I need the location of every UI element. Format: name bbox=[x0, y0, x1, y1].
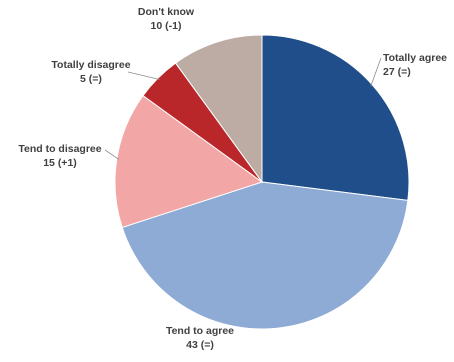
label-totally-agree-name: Totally agree bbox=[383, 52, 447, 64]
pie-slice-don-t-know bbox=[174, 34, 263, 184]
pie-slice-tend-to-disagree bbox=[114, 94, 264, 229]
label-tend-to-agree-name: Tend to agree bbox=[166, 325, 234, 337]
label-tend-to-agree-value: 43 (=) bbox=[186, 339, 214, 351]
pie-slice-totally-agree bbox=[261, 34, 410, 201]
pie-slices bbox=[114, 34, 410, 330]
leader-line-totally-agree bbox=[370, 57, 382, 87]
label-totally-agree-value: 27 (=) bbox=[383, 66, 411, 78]
pie-slice-tend-to-agree bbox=[121, 181, 409, 330]
leader-line-tend-to-disagree bbox=[104, 149, 120, 160]
leader-lines bbox=[104, 57, 382, 160]
label-tend-to-disagree-name: Tend to disagree bbox=[18, 143, 101, 155]
label-tend-to-disagree-value: 15 (+1) bbox=[43, 157, 77, 169]
leader-line-totally-disagree bbox=[127, 71, 160, 80]
label-dont-know-name: Don't know bbox=[138, 6, 195, 18]
label-dont-know-value: 10 (-1) bbox=[151, 20, 182, 32]
label-totally-disagree-name: Totally disagree bbox=[51, 59, 130, 71]
label-totally-disagree-value: 5 (=) bbox=[80, 73, 102, 85]
